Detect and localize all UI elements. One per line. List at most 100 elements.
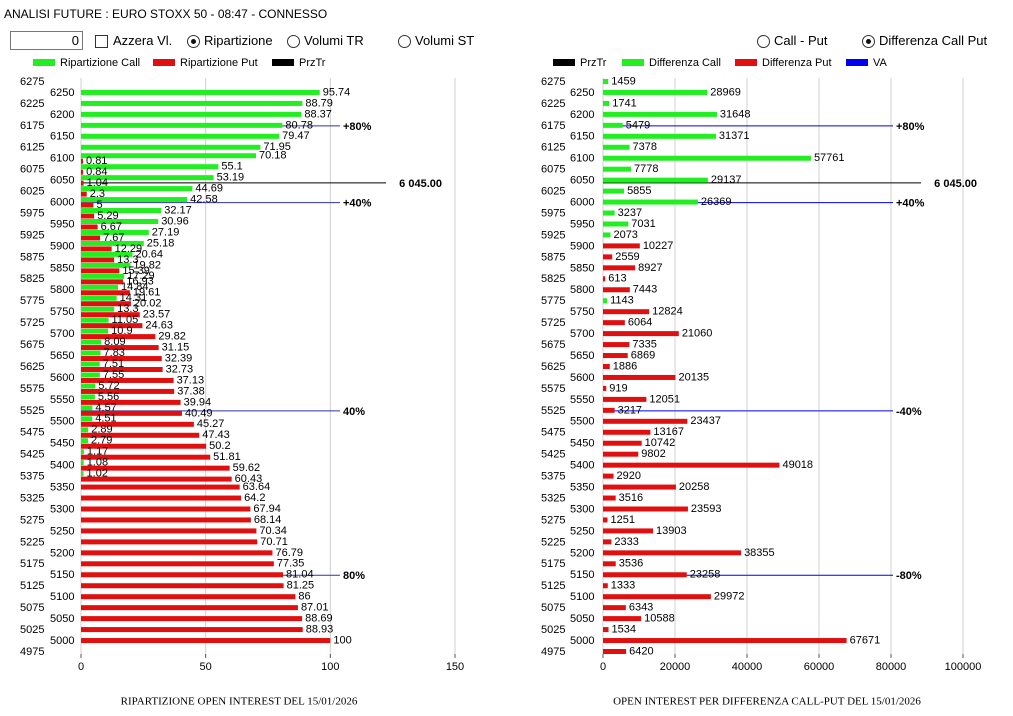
bar [81, 235, 101, 241]
bar [81, 443, 207, 449]
y-tick-label: 6225 [20, 98, 44, 110]
bar-value-label: 86 [298, 591, 310, 603]
bar-value-label: 64.2 [244, 492, 265, 504]
radio-label[interactable]: Volumi TR [304, 33, 364, 48]
y-tick-label: 5575 [20, 383, 44, 395]
radio-button[interactable] [287, 35, 300, 48]
bar [81, 627, 303, 633]
bar [81, 605, 298, 611]
bar-value-label: 7378 [633, 141, 657, 153]
y-tick-label: 5175 [541, 558, 565, 570]
bar [81, 268, 120, 274]
y-tick-label: 5875 [541, 251, 565, 263]
bar [603, 594, 711, 600]
bar [603, 484, 676, 490]
bar [603, 364, 610, 369]
legend-label: VA [873, 57, 888, 69]
bar [603, 342, 630, 348]
bar [603, 287, 630, 293]
bar [81, 345, 159, 351]
bar-value-label: 3536 [619, 558, 643, 570]
radio-label[interactable]: Ripartizione [204, 33, 273, 48]
bar [81, 202, 94, 208]
y-tick-label: 6000 [570, 196, 594, 208]
radio-label[interactable]: Volumi ST [415, 33, 475, 48]
reference-label: 80% [343, 570, 365, 582]
bar [81, 158, 84, 164]
radio-button[interactable] [398, 35, 411, 48]
bar [603, 221, 629, 227]
x-tick-label: 0 [600, 661, 606, 673]
bar [603, 155, 811, 161]
y-tick-label: 6075 [541, 164, 565, 176]
y-tick-label: 5525 [20, 405, 44, 417]
bar-value-label: 12051 [649, 393, 680, 405]
y-tick-label: 5975 [20, 207, 44, 219]
bar [603, 605, 626, 611]
input[interactable]: 0 [10, 31, 83, 50]
checkbox[interactable] [95, 35, 108, 48]
bar-value-label: 0.81 [86, 155, 107, 167]
bar [81, 175, 214, 181]
x-tick-label: 20000 [660, 661, 691, 673]
bar-value-label: 10227 [643, 240, 674, 252]
bar [81, 284, 119, 290]
radio-label[interactable]: Call - Put [774, 33, 828, 48]
bar [603, 385, 607, 391]
y-tick-label: 5700 [50, 328, 74, 340]
radio-label[interactable]: Differenza Call Put [879, 33, 988, 48]
y-tick-label: 5075 [541, 602, 565, 614]
radio-button[interactable] [862, 35, 875, 48]
bar-value-label: 32.39 [165, 352, 193, 364]
bar-value-label: 8927 [638, 262, 662, 274]
y-tick-label: 6025 [541, 186, 565, 198]
bar-value-label: 13.3 [117, 303, 138, 315]
bar [81, 100, 303, 106]
y-tick-label: 5875 [20, 251, 44, 263]
y-tick-label: 5925 [20, 229, 44, 241]
y-tick-label: 5025 [20, 624, 44, 636]
radio-button[interactable] [757, 35, 770, 48]
bar-value-label: 7.83 [104, 347, 125, 359]
bar [81, 438, 88, 444]
bar [603, 309, 650, 315]
bar-value-label: 4.57 [95, 402, 116, 414]
reference-label: +40% [896, 197, 925, 209]
y-tick-label: 5900 [50, 240, 74, 252]
bar [81, 317, 109, 323]
bar-value-label: 1741 [612, 97, 636, 109]
reference-label: 6 045.00 [399, 178, 442, 190]
bar [81, 528, 257, 534]
bar [81, 219, 159, 224]
bar [81, 169, 84, 175]
bar [81, 186, 193, 192]
reference-label: +80% [896, 121, 925, 133]
bar [81, 361, 100, 367]
bar [81, 197, 188, 203]
bar-value-label: 16.93 [126, 276, 154, 288]
bar-value-label: 67.94 [253, 503, 281, 515]
y-tick-label: 6125 [20, 142, 44, 154]
checkbox-label[interactable]: Azzera Vl. [113, 33, 173, 48]
bar-value-label: 4.51 [95, 413, 116, 425]
bar [81, 476, 232, 482]
bar [603, 462, 780, 468]
x-tick-label: 50 [200, 661, 212, 673]
y-tick-label: 5375 [20, 471, 44, 483]
bar-value-label: 44.69 [195, 183, 223, 195]
bar-value-label: 49018 [782, 459, 813, 471]
bar [603, 111, 717, 117]
bar-value-label: 81.04 [286, 569, 314, 581]
y-tick-label: 6025 [20, 186, 44, 198]
bar [81, 572, 284, 578]
y-tick-label: 5725 [541, 317, 565, 329]
bar [81, 246, 112, 252]
x-tick-label: 0 [78, 661, 84, 673]
y-tick-label: 5450 [50, 438, 74, 450]
reference-label: 40% [343, 406, 365, 418]
bar-value-label: 25.18 [147, 237, 175, 249]
radio-button[interactable] [187, 35, 200, 48]
bar [81, 449, 84, 455]
bar [81, 262, 131, 268]
